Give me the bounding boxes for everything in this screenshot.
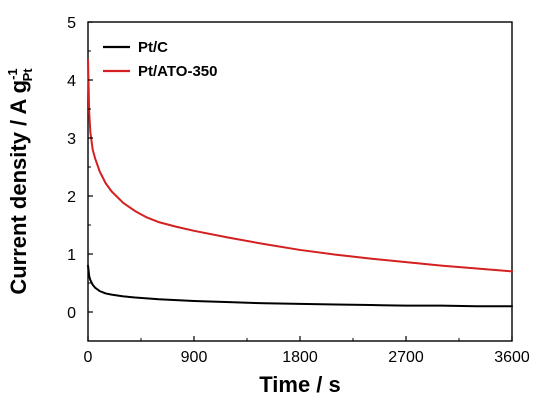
y-axis-title-superscript: -1 (5, 68, 20, 80)
x-tick-label: 2700 (388, 349, 424, 366)
x-tick-label: 3600 (494, 349, 530, 366)
legend-label-2: Pt/ATO-350 (138, 63, 217, 80)
x-tick-label: 1800 (282, 349, 318, 366)
series-layer (87, 58, 513, 308)
x-tick-label: 0 (84, 349, 93, 366)
series-line-2 (87, 58, 513, 273)
y-tick-label: 4 (67, 73, 76, 90)
series-line-1 (87, 264, 513, 308)
y-tick-label: 2 (67, 189, 76, 206)
y-axis-title-subscript: Pt (20, 68, 35, 82)
y-tick-label: 3 (67, 131, 76, 148)
y-tick-label: 5 (67, 15, 76, 32)
legend-label-1: Pt/C (138, 39, 168, 56)
legend: Pt/C Pt/ATO-350 (103, 39, 217, 80)
axes-layer: 0 900 1800 2700 3600 0 1 2 3 4 5 (67, 15, 530, 366)
x-tick-label: 900 (181, 349, 208, 366)
y-axis-title: Current density / A g-1Pt (5, 68, 35, 295)
y-tick-label: 1 (67, 247, 76, 264)
y-tick-label: 0 (67, 305, 76, 322)
x-axis-title: Time / s (259, 372, 341, 397)
